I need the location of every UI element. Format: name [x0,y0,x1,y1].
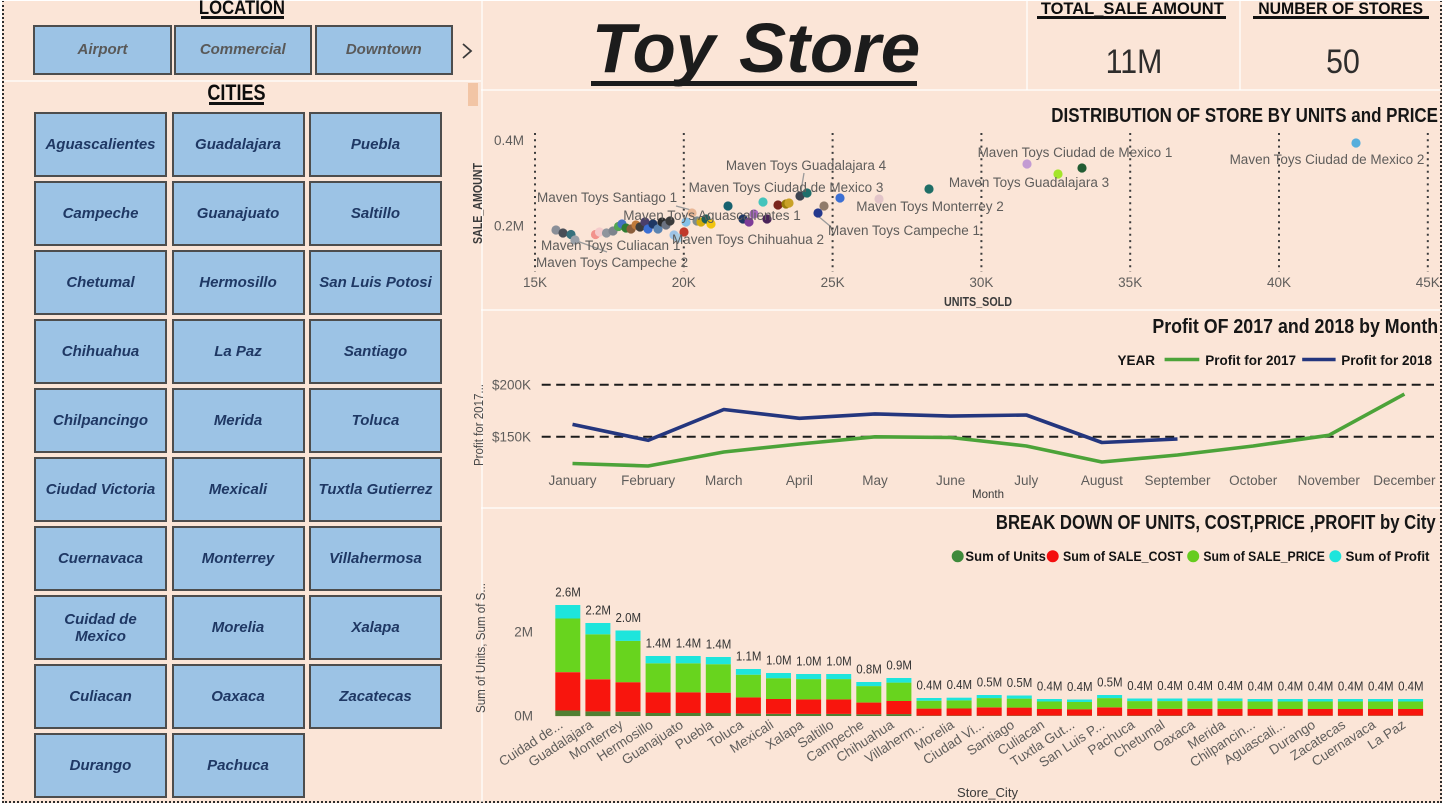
svg-text:August: August [1081,473,1123,488]
svg-text:0.4M: 0.4M [1067,679,1093,694]
svg-text:1.4M: 1.4M [706,636,732,651]
svg-text:0.9M: 0.9M [886,657,912,672]
svg-text:0.5M: 0.5M [1097,674,1123,689]
svg-text:40K: 40K [1267,275,1291,290]
svg-text:0.5M: 0.5M [1007,675,1033,690]
svg-text:UNITS_SOLD: UNITS_SOLD [944,295,1012,309]
svg-text:November: November [1298,473,1361,488]
svg-text:Maven Toys Monterrey 2: Maven Toys Monterrey 2 [856,199,1004,214]
svg-text:Maven Toys Campeche 2: Maven Toys Campeche 2 [536,255,688,270]
svg-text:0.4M: 0.4M [494,133,524,148]
svg-text:0.4M: 0.4M [1037,678,1063,693]
svg-text:0.4M: 0.4M [1338,678,1364,693]
svg-text:April: April [786,473,813,488]
svg-text:0.4M: 0.4M [1218,678,1244,693]
svg-text:2.2M: 2.2M [585,602,611,617]
svg-text:Maven Toys Ciudad de Mexico 3: Maven Toys Ciudad de Mexico 3 [689,180,884,195]
svg-text:$200K: $200K [492,377,531,392]
svg-text:Maven Toys Aguascalientes 1: Maven Toys Aguascalientes 1 [623,208,801,223]
svg-text:0.4M: 0.4M [1308,678,1334,693]
svg-text:45K: 45K [1416,275,1440,290]
svg-text:20K: 20K [672,275,696,290]
svg-text:30K: 30K [969,275,993,290]
svg-text:0M: 0M [514,709,533,724]
svg-text:January: January [548,473,596,488]
svg-text:0.2M: 0.2M [494,219,524,234]
svg-text:Maven Toys Culiacan 1: Maven Toys Culiacan 1 [541,238,680,253]
svg-text:Store_City: Store_City [957,786,1019,800]
svg-text:0.4M: 0.4M [1248,678,1274,693]
svg-text:Maven Toys Ciudad de Mexico 1: Maven Toys Ciudad de Mexico 1 [978,145,1173,160]
svg-text:Month: Month [972,487,1004,501]
svg-text:Sum of SALE_PRICE: Sum of SALE_PRICE [1203,549,1325,564]
svg-text:February: February [621,473,675,488]
svg-text:2M: 2M [514,625,533,640]
svg-text:October: October [1229,473,1278,488]
svg-text:YEAR: YEAR [1117,353,1155,368]
svg-text:1.1M: 1.1M [736,648,762,663]
svg-text:0.5M: 0.5M [977,674,1003,689]
svg-text:35K: 35K [1118,275,1142,290]
svg-text:SALE_AMOUNT: SALE_AMOUNT [471,163,485,244]
svg-text:Sum of Units, Sum of S...: Sum of Units, Sum of S... [474,583,488,713]
svg-text:Sum of Units: Sum of Units [965,549,1046,564]
svg-text:Maven Toys Ciudad de Mexico 2: Maven Toys Ciudad de Mexico 2 [1230,152,1425,167]
svg-text:0.4M: 0.4M [1278,678,1304,693]
svg-text:Profit for 2017...: Profit for 2017... [471,384,486,466]
svg-text:March: March [705,473,743,488]
svg-text:June: June [936,473,965,488]
svg-text:May: May [862,473,888,488]
svg-text:2.0M: 2.0M [616,610,642,625]
svg-text:1.4M: 1.4M [646,635,672,650]
svg-text:0.4M: 0.4M [917,677,943,692]
svg-text:0.4M: 0.4M [1368,678,1394,693]
svg-text:Maven Toys Chihuahua 2: Maven Toys Chihuahua 2 [672,232,824,247]
svg-text:Sum of SALE_COST: Sum of SALE_COST [1063,549,1184,564]
svg-text:July: July [1014,473,1038,488]
svg-text:Maven Toys Guadalajara 3: Maven Toys Guadalajara 3 [949,175,1109,190]
svg-text:2.6M: 2.6M [555,584,581,599]
svg-text:0.4M: 0.4M [947,677,973,692]
svg-text:September: September [1144,473,1211,488]
svg-text:1.0M: 1.0M [796,653,822,668]
svg-text:0.4M: 0.4M [1127,678,1153,693]
svg-text:0.4M: 0.4M [1157,678,1183,693]
svg-text:15K: 15K [523,275,547,290]
svg-text:1.4M: 1.4M [676,635,702,650]
svg-text:December: December [1373,473,1436,488]
svg-text:Profit for 2018: Profit for 2018 [1341,353,1432,368]
svg-text:$150K: $150K [492,429,531,444]
svg-text:1.0M: 1.0M [826,653,852,668]
svg-text:25K: 25K [821,275,845,290]
svg-text:Sum of Profit: Sum of Profit [1346,549,1430,564]
svg-text:1.0M: 1.0M [766,652,792,667]
svg-text:0.8M: 0.8M [856,661,882,676]
svg-text:0.4M: 0.4M [1398,678,1424,693]
svg-text:Maven Toys Campeche 1: Maven Toys Campeche 1 [828,223,980,238]
svg-text:Maven Toys Santiago 1: Maven Toys Santiago 1 [537,190,677,205]
svg-text:Maven Toys Guadalajara 4: Maven Toys Guadalajara 4 [726,158,887,173]
svg-text:0.4M: 0.4M [1187,678,1213,693]
svg-text:Profit for 2017: Profit for 2017 [1205,353,1296,368]
